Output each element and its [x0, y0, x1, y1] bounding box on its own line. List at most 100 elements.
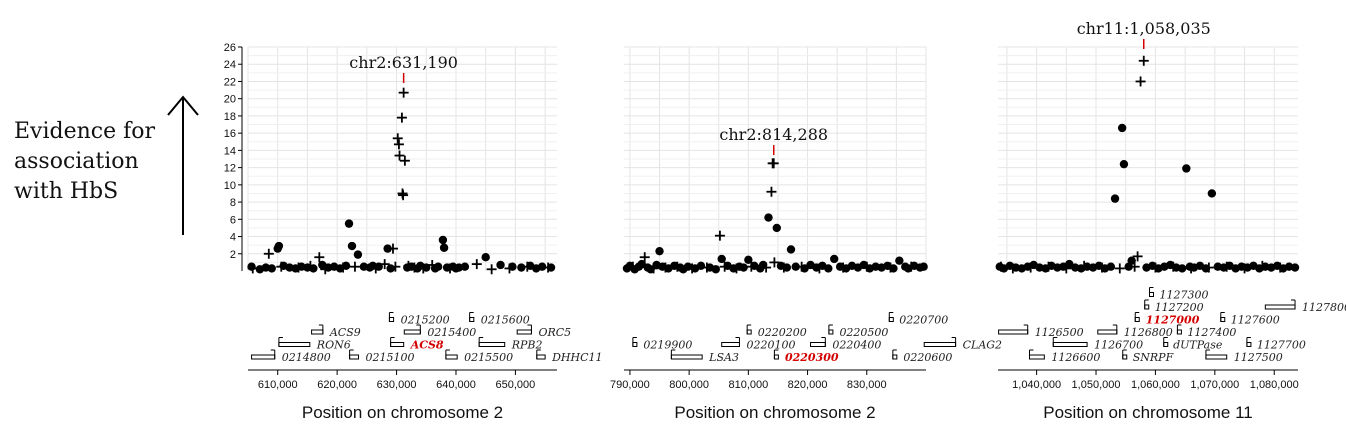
- gene-label: dUTPase: [1173, 339, 1223, 352]
- x-tick-label: 820,000: [788, 379, 828, 391]
- gene-body: [923, 342, 957, 347]
- data-point-plus: [403, 260, 414, 271]
- data-point-plus: [639, 252, 650, 263]
- gene-label: 0215100: [366, 351, 415, 364]
- gene-label: 0219900: [643, 339, 692, 352]
- gene-body: [1052, 342, 1088, 347]
- data-point-dot: [739, 263, 748, 272]
- data-point-plus: [393, 139, 404, 150]
- data-point-plus: [370, 263, 381, 274]
- gene-body: [888, 317, 894, 322]
- gene-1126600: 1126600: [1028, 349, 1100, 364]
- y-tick-label: 20: [224, 94, 236, 106]
- y-tick-label: 6: [230, 214, 236, 226]
- data-point-plus: [471, 259, 482, 270]
- data-point-plus: [861, 261, 872, 272]
- y-tick-label: 16: [224, 128, 236, 140]
- data-point-dot: [1182, 164, 1191, 173]
- gene-dutpase: dUTPase: [1163, 337, 1223, 352]
- data-point-dot: [386, 264, 395, 273]
- gene-body: [828, 329, 834, 335]
- gene-0215500: 0215500: [445, 349, 513, 364]
- gene-body: [516, 329, 532, 335]
- gene-0215200: 0215200: [388, 312, 450, 327]
- gene-body: [390, 342, 405, 347]
- gene-body: [773, 354, 779, 360]
- gene-label: 1127200: [1155, 301, 1204, 314]
- data-point-plus: [714, 230, 725, 241]
- data-point-plus: [1096, 262, 1107, 273]
- x-tick-label: 1,080,000: [1250, 379, 1299, 391]
- gene-orc5: ORC5: [516, 324, 571, 339]
- x-tick-label: 810,000: [728, 379, 768, 391]
- y-axis-description: Evidence for association with HbS: [14, 117, 174, 207]
- data-point-dot: [717, 254, 726, 264]
- gene-body: [1144, 304, 1150, 310]
- gene-label: RON6: [316, 339, 351, 352]
- y-tick-label: 2: [230, 249, 236, 261]
- data-point-plus: [814, 263, 825, 274]
- gene-1126700: 1126700: [1052, 337, 1143, 352]
- gene-label: 1127000: [1146, 314, 1200, 327]
- gene-body: [469, 317, 475, 322]
- gene-label: 1126600: [1051, 351, 1100, 364]
- data-point-dot: [919, 262, 928, 271]
- data-point-dot: [274, 241, 284, 251]
- data-point-plus: [885, 262, 896, 273]
- data-point-plus: [1061, 263, 1072, 274]
- gene-label: 0220600: [903, 351, 952, 364]
- data-point-plus: [838, 262, 849, 273]
- data-point-plus: [906, 261, 917, 272]
- data-point-dot: [353, 250, 363, 259]
- data-point-plus: [293, 262, 304, 273]
- gene-1127500: 1127500: [1205, 349, 1283, 364]
- gene-1127400: 1127400: [1176, 324, 1236, 339]
- data-point-plus: [305, 260, 316, 271]
- x-tick-label: 650,000: [496, 379, 536, 391]
- gene-1127300: 1127300: [1148, 287, 1208, 302]
- x-tick-label: 790,000: [610, 379, 650, 391]
- gene-body: [1122, 354, 1128, 360]
- data-point-plus: [263, 248, 274, 259]
- data-point-plus: [1132, 251, 1143, 262]
- data-point-plus: [731, 263, 742, 274]
- gene-label: 0220300: [785, 351, 839, 364]
- y-tick-label: 12: [224, 163, 236, 175]
- data-point-dot: [764, 213, 773, 222]
- data-point-plus: [701, 262, 712, 273]
- gene-label: DHHC11: [551, 351, 602, 364]
- data-point-dot: [655, 246, 664, 256]
- gene-clag2: CLAG2: [923, 337, 1002, 352]
- data-point-dot: [347, 241, 357, 251]
- data-point-plus: [1203, 262, 1214, 273]
- gene-label: SNRPF: [1133, 351, 1174, 364]
- gene-body: [892, 354, 898, 360]
- gene-0220100: 0220100: [721, 337, 795, 352]
- panel-chr2-0220300: chr2:814,288 0220700 0220200 0220500 0219900…: [610, 46, 1002, 422]
- side-label-line-3: with HbS: [14, 179, 119, 204]
- data-point-plus: [1168, 261, 1179, 272]
- y-tick-label: 26: [224, 42, 236, 54]
- data-point-plus: [627, 261, 638, 272]
- gene-body: [311, 329, 324, 335]
- gene-label: 1127700: [1257, 339, 1306, 352]
- gene-label: 1127400: [1187, 326, 1236, 339]
- gene-ron6: RON6: [278, 337, 351, 352]
- data-point-plus: [394, 150, 405, 161]
- data-point-plus: [769, 257, 780, 268]
- data-point-dot: [895, 256, 904, 265]
- data-point-plus: [379, 259, 390, 270]
- y-tick-label: 24: [224, 59, 236, 71]
- gene-label: 0215200: [401, 314, 450, 327]
- gene-0215100: 0215100: [349, 349, 415, 364]
- data-point-plus: [1239, 263, 1250, 274]
- data-point-plus: [1114, 263, 1125, 274]
- data-point-plus: [1150, 262, 1161, 273]
- gene-0214800: 0214800: [251, 349, 331, 364]
- y-tick-label: 22: [224, 76, 236, 88]
- gene-body: [1028, 354, 1045, 360]
- x-axis-title: Position on chromosome 11: [1043, 403, 1252, 422]
- data-point-plus: [1129, 261, 1140, 272]
- data-point-plus: [660, 262, 671, 273]
- gene-0215400: 0215400: [403, 324, 476, 339]
